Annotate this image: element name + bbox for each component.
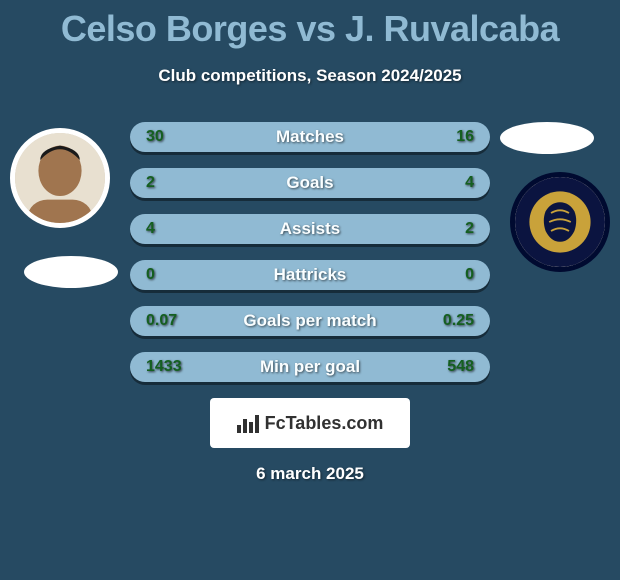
stat-row-hattricks: 0 Hattricks 0 xyxy=(130,260,490,290)
stat-row-matches: 30 Matches 16 xyxy=(130,122,490,152)
player-photo-left xyxy=(10,128,110,228)
date-text: 6 march 2025 xyxy=(0,464,620,484)
club-badge-left xyxy=(24,256,118,288)
stat-right-value: 2 xyxy=(416,220,490,238)
club-crest-right-placeholder xyxy=(515,177,605,267)
stat-left-value: 0 xyxy=(130,266,204,284)
person-icon xyxy=(15,133,105,223)
bar-chart-icon xyxy=(237,413,259,433)
crest-icon xyxy=(515,177,605,267)
stat-right-value: 548 xyxy=(416,358,490,376)
stat-row-goals: 2 Goals 4 xyxy=(130,168,490,198)
player-photo-right xyxy=(510,172,610,272)
stat-row-goals-per-match: 0.07 Goals per match 0.25 xyxy=(130,306,490,336)
branding-badge: FcTables.com xyxy=(210,398,410,448)
stats-table: 30 Matches 16 2 Goals 4 4 Assists 2 0 Ha… xyxy=(130,122,490,382)
avatar-left-placeholder xyxy=(15,133,105,223)
comparison-card: Celso Borges vs J. Ruvalcaba Club compet… xyxy=(0,0,620,580)
stat-right-value: 0.25 xyxy=(416,312,490,330)
stat-label: Goals per match xyxy=(204,311,416,331)
stat-row-min-per-goal: 1433 Min per goal 548 xyxy=(130,352,490,382)
page-title: Celso Borges vs J. Ruvalcaba xyxy=(0,8,620,50)
stat-label: Assists xyxy=(204,219,416,239)
stat-right-value: 4 xyxy=(416,174,490,192)
stat-left-value: 2 xyxy=(130,174,204,192)
branding-text: FcTables.com xyxy=(265,413,384,434)
stat-label: Min per goal xyxy=(204,357,416,377)
stat-label: Matches xyxy=(204,127,416,147)
stat-left-value: 30 xyxy=(130,128,204,146)
stat-label: Goals xyxy=(204,173,416,193)
subtitle: Club competitions, Season 2024/2025 xyxy=(0,66,620,86)
stat-right-value: 0 xyxy=(416,266,490,284)
club-badge-right xyxy=(500,122,594,154)
stat-left-value: 1433 xyxy=(130,358,204,376)
stat-label: Hattricks xyxy=(204,265,416,285)
stat-row-assists: 4 Assists 2 xyxy=(130,214,490,244)
stat-left-value: 0.07 xyxy=(130,312,204,330)
stat-right-value: 16 xyxy=(416,128,490,146)
stat-left-value: 4 xyxy=(130,220,204,238)
